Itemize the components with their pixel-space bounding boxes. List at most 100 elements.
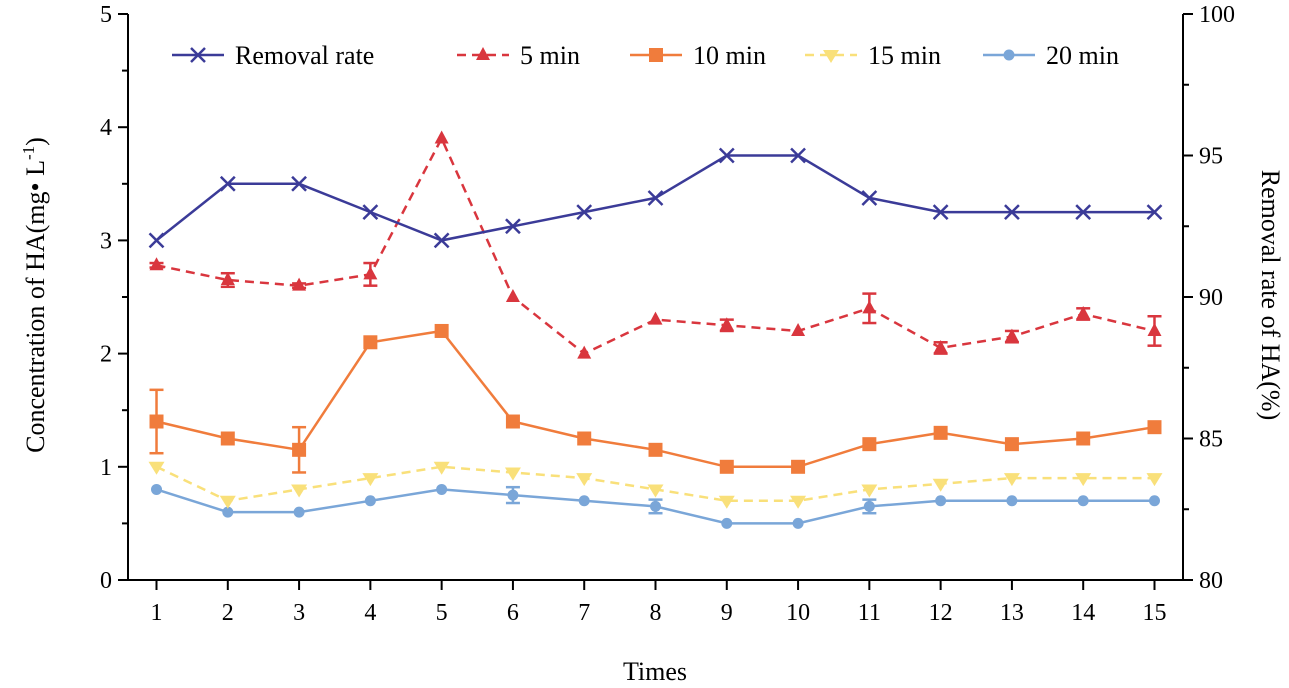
x-tick-label: 9 — [721, 600, 733, 626]
data-point — [436, 483, 448, 495]
y-tick-label: 5 — [100, 2, 112, 28]
data-point — [790, 495, 807, 509]
x-tick-label: 7 — [578, 600, 590, 626]
data-point — [434, 323, 449, 338]
x-axis-title: Times — [623, 657, 687, 686]
data-point — [861, 190, 878, 206]
data-point — [791, 322, 806, 336]
data-point — [576, 204, 593, 220]
x-tick-label: 8 — [650, 600, 662, 626]
data-point — [1004, 204, 1020, 220]
legend-marker — [190, 47, 206, 63]
legend: Removal rate 5 min 10 min 15 min 20 min — [172, 41, 1119, 70]
legend-marker — [476, 47, 490, 60]
data-point — [933, 339, 948, 353]
data-point — [650, 500, 661, 512]
data-point — [577, 431, 592, 446]
y-axis-title-end: ) — [21, 137, 50, 146]
legend-label: 20 min — [1046, 41, 1119, 70]
data-point — [721, 517, 733, 529]
data-point — [505, 289, 520, 302]
data-point — [151, 483, 163, 495]
y-tick-label: 2 — [100, 342, 112, 368]
data-point — [291, 175, 307, 192]
y2-tick-label: 95 — [1199, 144, 1223, 170]
data-point — [363, 266, 378, 280]
x-tick-label: 14 — [1071, 600, 1095, 626]
data-point — [1003, 473, 1020, 487]
legend-marker — [1003, 49, 1015, 61]
x-tick-label: 10 — [786, 600, 810, 626]
data-point — [933, 425, 948, 440]
data-point — [292, 277, 307, 291]
x-tick-label: 2 — [222, 600, 234, 626]
data-point — [1147, 322, 1162, 336]
data-point — [220, 431, 235, 446]
data-point — [578, 495, 590, 507]
data-point — [219, 175, 236, 192]
data-point — [718, 495, 735, 509]
data-point — [1148, 495, 1160, 507]
legend-item: 20 min — [983, 41, 1119, 70]
legend-item: 15 min — [805, 41, 941, 70]
data-point — [362, 204, 379, 220]
data-point — [362, 473, 379, 487]
legend-label: 15 min — [868, 41, 941, 70]
data-point — [1147, 420, 1162, 435]
x-tick-label: 4 — [364, 600, 376, 626]
data-point — [149, 414, 164, 429]
data-point — [792, 517, 804, 529]
data-point — [148, 461, 165, 475]
data-point — [1076, 431, 1091, 446]
data-point — [648, 442, 663, 457]
x-tick-label: 12 — [929, 600, 953, 626]
data-point — [219, 495, 236, 509]
legend-marker — [823, 50, 839, 63]
data-point — [719, 317, 734, 331]
data-point — [932, 204, 949, 220]
series-20-min — [151, 483, 1160, 529]
data-point — [647, 190, 664, 206]
data-point — [648, 311, 663, 325]
data-point — [576, 473, 593, 487]
data-point — [1004, 437, 1019, 452]
y-tick-label: 3 — [100, 228, 112, 254]
data-point — [862, 437, 877, 452]
x-tick-label: 1 — [151, 600, 163, 626]
legend-label: 5 min — [520, 41, 580, 70]
data-point — [1075, 204, 1092, 220]
data-point — [862, 300, 877, 314]
data-point — [433, 461, 450, 475]
data-point — [504, 467, 521, 481]
data-point — [293, 506, 305, 518]
legend-label: Removal rate — [235, 41, 374, 70]
data-point — [932, 478, 949, 492]
data-point — [935, 495, 947, 507]
series-10-min — [149, 323, 1162, 474]
y-axis-title: Concentration of HA(mg• L-1) — [19, 137, 50, 453]
data-point — [505, 414, 520, 429]
legend-label: 10 min — [693, 41, 766, 70]
data-point — [434, 130, 449, 144]
data-point — [1075, 473, 1092, 487]
data-point — [577, 345, 592, 359]
x-tick-label: 15 — [1142, 600, 1166, 626]
data-point — [433, 232, 450, 249]
data-point — [1146, 473, 1163, 487]
x-tick-label: 3 — [293, 600, 305, 626]
series-removal-rate — [148, 147, 1163, 249]
y2-axis-title: Removal rate of HA(%) — [1256, 170, 1285, 421]
y-axis-title-main: Concentration of HA(mg• L — [21, 160, 50, 453]
y2-tick-label: 100 — [1199, 2, 1235, 28]
series-15-min — [148, 461, 1163, 509]
y-axis-title-sup: -1 — [19, 146, 38, 160]
x-tick-label: 13 — [1000, 600, 1024, 626]
data-point — [505, 218, 521, 235]
data-point — [863, 500, 875, 512]
y2-tick-label: 85 — [1199, 427, 1223, 453]
data-point — [1146, 204, 1163, 220]
data-point — [791, 459, 806, 474]
data-point — [719, 459, 734, 474]
